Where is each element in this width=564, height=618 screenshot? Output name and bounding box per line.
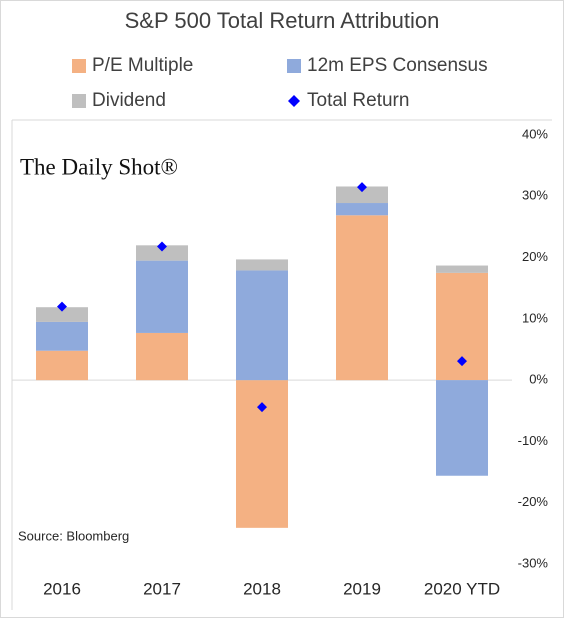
y-tick-label: 40% (522, 126, 548, 141)
y-tick-label: 30% (522, 188, 548, 203)
legend-swatch (72, 59, 86, 73)
x-tick-label: 2020 YTD (424, 579, 500, 598)
bar-segment (136, 245, 188, 261)
legend-label: 12m EPS Consensus (307, 55, 488, 76)
bar-segment (136, 332, 188, 381)
y-tick-label: -10% (518, 433, 549, 448)
y-tick-label: 10% (522, 310, 548, 325)
x-tick-label: 2017 (143, 579, 181, 598)
total-marker (457, 356, 467, 367)
y-tick-label: -30% (518, 555, 549, 570)
bar-segment (136, 260, 188, 333)
x-tick-label: 2016 (43, 579, 81, 598)
total-marker (257, 402, 267, 413)
y-tick-label: 20% (522, 249, 548, 264)
legend-marker (288, 95, 300, 107)
bar-segment (436, 380, 488, 476)
legend-label: Total Return (307, 90, 409, 111)
bar-segment (36, 307, 88, 322)
total-marker (357, 182, 367, 193)
bar-segment (336, 186, 388, 204)
y-tick-label: -20% (518, 494, 549, 509)
total-marker (157, 241, 167, 252)
bar-segment (336, 203, 388, 216)
bar-segment (236, 270, 288, 381)
y-tick-label: 0% (529, 372, 548, 387)
bar-segment (336, 215, 388, 381)
legend-swatch (287, 59, 301, 73)
chart-title: S&P 500 Total Return Attribution (125, 8, 440, 33)
legend-swatch (72, 94, 86, 108)
source-note: Source: Bloomberg (18, 528, 129, 543)
legend-label: P/E Multiple (92, 55, 193, 76)
legend-label: Dividend (92, 90, 166, 111)
x-tick-label: 2018 (243, 579, 281, 598)
watermark: The Daily Shot® (20, 154, 178, 179)
bar-segment (36, 321, 88, 351)
x-tick-label: 2019 (343, 579, 381, 598)
bar-segment (36, 350, 88, 381)
bar-segment (436, 265, 488, 273)
bar-segment (236, 259, 288, 271)
total-marker (57, 301, 67, 312)
